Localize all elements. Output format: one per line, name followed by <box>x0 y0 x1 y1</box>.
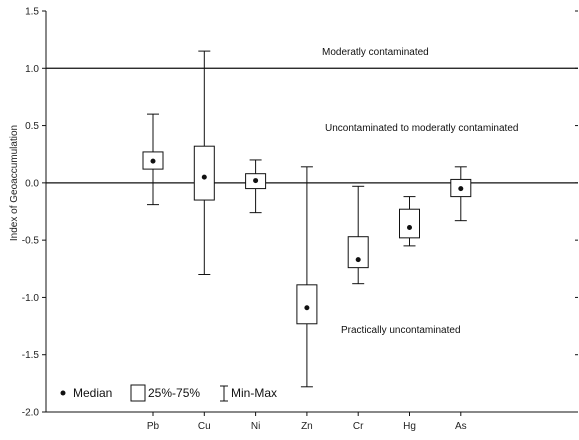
x-tick-label-as: As <box>455 421 467 432</box>
median-marker-cu <box>201 174 207 180</box>
y-tick-label-6: -1.5 <box>22 350 40 361</box>
y-axis-title: Index of Geoaccumulation <box>9 125 20 241</box>
y-tick-label-2: 0.5 <box>25 121 39 132</box>
x-tick-label-cu: Cu <box>198 421 211 432</box>
x-tick-label-cr: Cr <box>353 421 364 432</box>
y-tick-label-5: -1.0 <box>22 293 40 304</box>
y-tick-label-7: -2.0 <box>22 408 40 419</box>
annotation-moderately-contaminated: Moderatly contaminated <box>322 47 429 58</box>
legend-median-label: Median <box>73 386 112 400</box>
median-marker-cr <box>355 257 361 263</box>
median-marker-ni <box>253 178 259 184</box>
median-marker-as <box>458 186 464 192</box>
x-tick-label-pb: Pb <box>147 421 160 432</box>
x-tick-label-zn: Zn <box>301 421 313 432</box>
legend-box-label: 25%-75% <box>148 386 200 400</box>
y-tick-label-1: 1.0 <box>25 64 39 75</box>
x-tick-label-hg: Hg <box>403 421 416 432</box>
legend-whisker-label: Min-Max <box>231 386 277 400</box>
y-tick-label-0: 1.5 <box>25 7 39 18</box>
y-tick-label-4: -0.5 <box>22 236 40 247</box>
box-hg <box>399 208 420 239</box>
legend-whisker-swatch <box>220 385 228 402</box>
legend: Median 25%-75% Min-Max <box>60 384 277 402</box>
x-tick-label-ni: Ni <box>251 421 260 432</box>
median-marker-hg <box>407 225 412 231</box>
annotation-uncontaminated-to-moderately: Uncontaminated to moderatly contaminated <box>325 123 518 134</box>
annotation-practically-uncontaminated: Practically uncontaminated <box>341 325 461 336</box>
box-cr <box>347 236 369 269</box>
median-marker-pb <box>150 158 156 164</box>
y-tick-label-3: 0.0 <box>25 178 39 189</box>
box-zn <box>296 284 318 325</box>
legend-median-marker <box>60 390 66 396</box>
box-cu <box>193 145 215 201</box>
median-marker-zn <box>304 305 310 311</box>
legend-box-swatch <box>130 384 146 402</box>
